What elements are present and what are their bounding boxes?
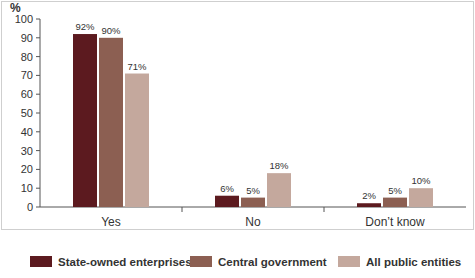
- y-tick-label: 10: [21, 182, 33, 194]
- bar: [73, 34, 97, 207]
- legend-swatch: [30, 256, 52, 267]
- y-tick: [36, 131, 40, 132]
- legend: State-owned enterprises Central governmen…: [30, 256, 461, 268]
- y-tick: [36, 169, 40, 170]
- bar: [383, 198, 407, 207]
- data-label: 92%: [75, 21, 95, 32]
- data-label: 5%: [246, 185, 260, 196]
- bar: [357, 203, 381, 207]
- data-label: 6%: [220, 183, 234, 194]
- x-tick-label: Yes: [101, 215, 121, 229]
- y-tick-label: 100: [15, 13, 33, 25]
- y-tick-label: 20: [21, 163, 33, 175]
- x-tick: [182, 207, 183, 212]
- y-tick-label: 80: [21, 51, 33, 63]
- y-tick-label: 0: [27, 201, 33, 213]
- y-tick: [36, 150, 40, 151]
- x-tick-label: No: [245, 215, 261, 229]
- legend-label: State-owned enterprises: [58, 256, 192, 268]
- data-label: 90%: [101, 25, 121, 36]
- y-tick-label: 60: [21, 88, 33, 100]
- bar: [241, 198, 265, 207]
- y-tick: [36, 188, 40, 189]
- y-tick-label: 50: [21, 107, 33, 119]
- bar: [215, 196, 239, 207]
- data-label: 5%: [388, 185, 402, 196]
- bar: [267, 173, 291, 207]
- data-label: 18%: [269, 160, 289, 171]
- x-tick: [324, 207, 325, 212]
- data-labels: 92% 6% 2% 90% 5% 5% 71% 18% 10%: [75, 21, 431, 201]
- data-label: 10%: [411, 175, 431, 186]
- data-label: 71%: [127, 61, 147, 72]
- legend-label: Central government: [218, 256, 327, 268]
- bars: [73, 34, 433, 207]
- y-tick: [36, 94, 40, 95]
- y-tick: [36, 75, 40, 76]
- legend-swatch: [338, 256, 360, 267]
- y-tick-label: 40: [21, 126, 33, 138]
- x-tick-label: Don’t know: [365, 215, 425, 229]
- data-label: 2%: [362, 190, 376, 201]
- chart: %010203040506070809010092%6%2%90%5%5%71%…: [0, 0, 475, 278]
- y-tick-label: 30: [21, 145, 33, 157]
- legend-swatch: [190, 256, 212, 267]
- y-tick: [36, 37, 40, 38]
- bar: [125, 74, 149, 207]
- y-tick: [36, 19, 40, 20]
- y-tick-label: 70: [21, 69, 33, 81]
- y-tick: [36, 56, 40, 57]
- y-tick: [36, 207, 40, 208]
- y-tick: [36, 113, 40, 114]
- y-tick-label: 90: [21, 32, 33, 44]
- frame: [2, 2, 474, 230]
- legend-label: All public entities: [366, 256, 461, 268]
- bar: [99, 38, 123, 207]
- bar: [409, 188, 433, 207]
